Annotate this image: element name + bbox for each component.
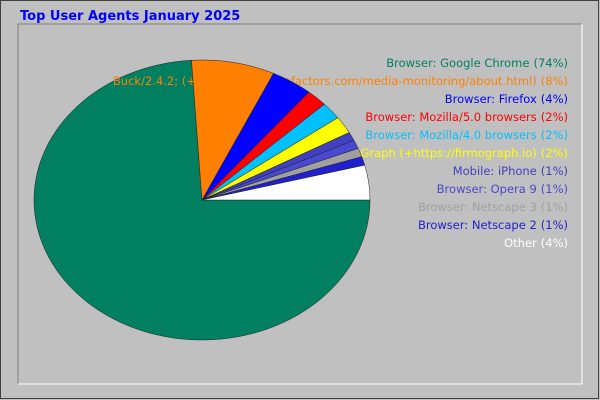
legend-label: FirmoGraph (+https://firmograph.io): [329, 146, 537, 160]
legend-label: Other: [504, 236, 537, 250]
legend-value: (4%): [541, 236, 568, 250]
legend-label: Browser: Google Chrome: [386, 56, 529, 70]
panel-shadow: [17, 23, 582, 384]
legend-entry: Other (4%): [504, 236, 568, 250]
panel-light: [18, 24, 583, 385]
legend-label: Buck/2.4.2; (+https://app.hypefactors.co…: [113, 74, 537, 88]
legend-label: Browser: Netscape 2: [418, 218, 537, 232]
legend-entry: Browser: Netscape 2 (1%): [418, 218, 568, 232]
legend-value: (8%): [541, 74, 568, 88]
legend-value: (2%): [541, 110, 568, 124]
legend-value: (4%): [541, 92, 568, 106]
legend-value: (2%): [541, 146, 568, 160]
legend-value: (2%): [541, 128, 568, 142]
legend-entry: Browser: Mozilla/4.0 browsers (2%): [365, 128, 568, 142]
legend-entry: Browser: Google Chrome (74%): [386, 56, 568, 70]
legend-entry: Browser: Mozilla/5.0 browsers (2%): [365, 110, 568, 124]
legend-value: (1%): [541, 200, 568, 214]
legend-entry: Browser: Firefox (4%): [445, 92, 568, 106]
legend-label: Browser: Netscape 3: [418, 200, 537, 214]
legend-entry: FirmoGraph (+https://firmograph.io) (2%): [329, 146, 568, 160]
pie-slice: [201, 164, 371, 201]
legend-label: Mobile: iPhone: [453, 164, 537, 178]
legend-value: (1%): [541, 218, 568, 232]
legend-value: (1%): [541, 182, 568, 196]
legend-value: (1%): [541, 164, 568, 178]
legend-label: Browser: Opera 9: [437, 182, 537, 196]
chart-title: Top User Agents January 2025: [20, 9, 240, 24]
legend-label: Browser: Mozilla/5.0 browsers: [365, 110, 536, 124]
legend-entry: Buck/2.4.2; (+https://app.hypefactors.co…: [113, 74, 568, 88]
legend-entry: Browser: Opera 9 (1%): [437, 182, 568, 196]
legend-label: Browser: Firefox: [445, 92, 537, 106]
legend-value: (74%): [533, 56, 568, 70]
legend-label: Browser: Mozilla/4.0 browsers: [365, 128, 536, 142]
legend-entry: Browser: Netscape 3 (1%): [418, 200, 568, 214]
legend-entry: Mobile: iPhone (1%): [453, 164, 568, 178]
